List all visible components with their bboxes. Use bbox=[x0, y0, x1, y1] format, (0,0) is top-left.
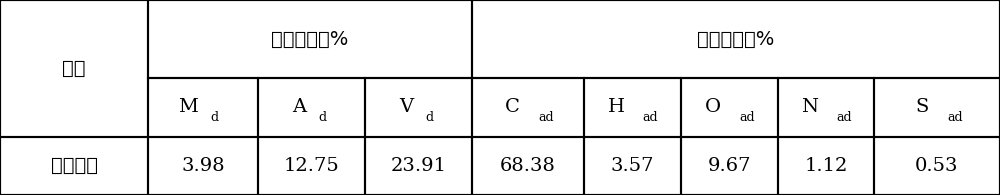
Text: ad: ad bbox=[643, 112, 658, 124]
Text: 0.53: 0.53 bbox=[915, 157, 959, 175]
Bar bbox=[584, 78, 681, 136]
Text: d: d bbox=[318, 112, 327, 124]
Bar bbox=[148, 0, 472, 78]
Text: O: O bbox=[705, 98, 722, 116]
Text: 工业分析，%: 工业分析，% bbox=[271, 29, 349, 49]
Text: 煮样: 煮样 bbox=[62, 59, 86, 78]
Bar bbox=[472, 136, 584, 195]
Text: N: N bbox=[801, 98, 818, 116]
Text: V: V bbox=[399, 98, 414, 116]
Bar bbox=[472, 78, 584, 136]
Bar bbox=[365, 136, 472, 195]
Text: ad: ad bbox=[836, 112, 852, 124]
Bar bbox=[681, 78, 778, 136]
Bar bbox=[258, 78, 365, 136]
Bar bbox=[148, 78, 258, 136]
Bar bbox=[258, 136, 365, 195]
Text: A: A bbox=[292, 98, 306, 116]
Text: 3.57: 3.57 bbox=[611, 157, 654, 175]
Text: d: d bbox=[210, 112, 218, 124]
Text: M: M bbox=[178, 98, 198, 116]
Text: H: H bbox=[608, 98, 624, 116]
Bar bbox=[148, 136, 258, 195]
Bar bbox=[778, 136, 874, 195]
Bar bbox=[778, 78, 874, 136]
Text: ad: ad bbox=[538, 112, 554, 124]
Text: S: S bbox=[916, 98, 929, 116]
Text: 元素分析，%: 元素分析，% bbox=[697, 29, 775, 49]
Text: 12.75: 12.75 bbox=[284, 157, 339, 175]
Text: 3.98: 3.98 bbox=[181, 157, 225, 175]
Text: C: C bbox=[505, 98, 520, 116]
Bar bbox=[874, 78, 1000, 136]
Text: ad: ad bbox=[947, 112, 963, 124]
Bar bbox=[0, 136, 148, 195]
Bar bbox=[681, 136, 778, 195]
Text: 蒙东褐煤: 蒙东褐煤 bbox=[50, 156, 98, 175]
Text: 1.12: 1.12 bbox=[804, 157, 848, 175]
Bar bbox=[365, 78, 472, 136]
Text: 9.67: 9.67 bbox=[708, 157, 751, 175]
Bar bbox=[584, 136, 681, 195]
Text: 68.38: 68.38 bbox=[500, 157, 556, 175]
Bar bbox=[472, 0, 1000, 78]
Text: ad: ad bbox=[740, 112, 755, 124]
Text: 23.91: 23.91 bbox=[390, 157, 446, 175]
Bar bbox=[874, 136, 1000, 195]
Bar bbox=[0, 0, 148, 136]
Text: d: d bbox=[426, 112, 434, 124]
